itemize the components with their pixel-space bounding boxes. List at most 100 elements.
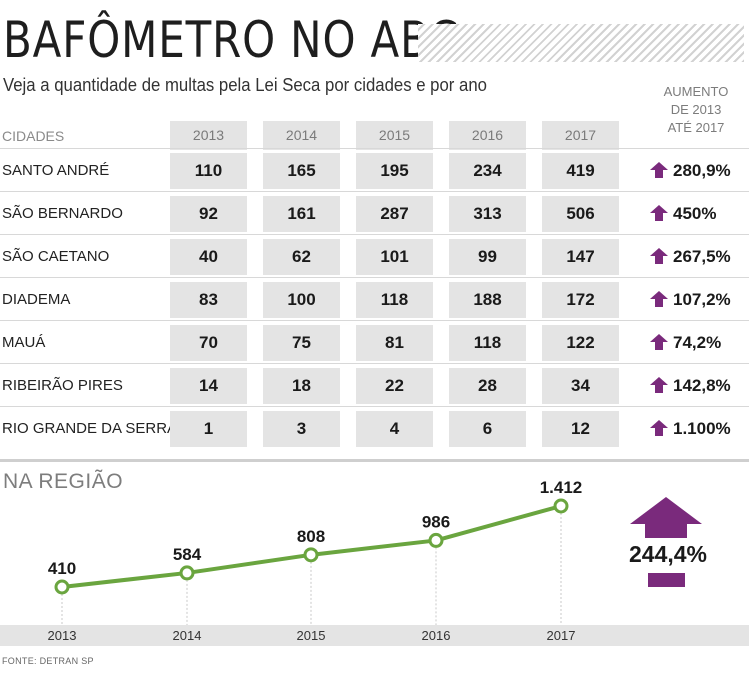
data-label: 584 <box>173 545 202 564</box>
increase-label: 450% <box>673 204 717 223</box>
table-cell-2016: 99 <box>449 239 526 275</box>
table-cell-2015: 118 <box>356 282 433 318</box>
section-divider <box>0 459 749 462</box>
table-cell-2013: 92 <box>170 196 247 232</box>
increase-value: 267,5% <box>650 239 731 275</box>
increase-value: 450% <box>650 196 716 232</box>
x-axis-band <box>0 625 749 646</box>
arrow-up-icon <box>650 291 668 307</box>
year-header-2014: 2014 <box>263 121 340 150</box>
table-row: RIO GRANDE DA SERRA 1 3 4 6 12 1.100% <box>0 406 749 447</box>
increase-label: 1.100% <box>673 419 731 438</box>
table-header-row: CIDADES 2013 2014 2015 2016 2017 <box>0 121 749 150</box>
increase-label: 74,2% <box>673 333 722 352</box>
region-section-title: NA REGIÃO <box>3 470 124 493</box>
city-name: SANTO ANDRÉ <box>2 162 110 179</box>
table-cell-2015: 81 <box>356 325 433 361</box>
data-point <box>553 498 569 514</box>
data-label: 1.412 <box>540 478 583 497</box>
city-name: SÃO BERNARDO <box>2 205 123 222</box>
table-cell-2017: 12 <box>542 411 619 447</box>
table-cell-2017: 506 <box>542 196 619 232</box>
table-row: DIADEMA 83 100 118 188 172 107,2% <box>0 277 749 318</box>
row-separator <box>0 277 749 278</box>
source-note: FONTE: DETRAN SP <box>2 656 94 666</box>
city-name: DIADEMA <box>2 291 71 308</box>
city-name: RIBEIRÃO PIRES <box>2 377 123 394</box>
table-cell-2017: 122 <box>542 325 619 361</box>
increase-value: 74,2% <box>650 325 721 361</box>
x-tick-label: 2016 <box>422 628 451 643</box>
x-tick-label: 2015 <box>297 628 326 643</box>
table-cell-2013: 1 <box>170 411 247 447</box>
table-cell-2015: 287 <box>356 196 433 232</box>
table-row: RIBEIRÃO PIRES 14 18 22 28 34 142,8% <box>0 363 749 404</box>
table-cell-2014: 100 <box>263 282 340 318</box>
row-separator <box>0 363 749 364</box>
table-cell-2017: 172 <box>542 282 619 318</box>
table-cell-2016: 188 <box>449 282 526 318</box>
increase-label: 142,8% <box>673 376 731 395</box>
city-name: SÃO CAETANO <box>2 248 110 265</box>
table-cell-2014: 161 <box>263 196 340 232</box>
cities-column-header: CIDADES <box>2 128 65 144</box>
arrow-up-icon <box>650 205 668 221</box>
data-label: 986 <box>422 512 450 531</box>
table-row: MAUÁ 70 75 81 118 122 74,2% <box>0 320 749 361</box>
increase-label: 267,5% <box>673 247 731 266</box>
table-cell-2016: 118 <box>449 325 526 361</box>
row-separator <box>0 148 749 149</box>
increase-label: 280,9% <box>673 161 731 180</box>
data-label: 410 <box>48 559 76 578</box>
table-cell-2015: 101 <box>356 239 433 275</box>
city-name: RIO GRANDE DA SERRA <box>2 420 178 437</box>
table-row: SANTO ANDRÉ 110 165 195 234 419 280,9% <box>0 148 749 189</box>
table-cell-2014: 62 <box>263 239 340 275</box>
table-cell-2013: 14 <box>170 368 247 404</box>
table-cell-2017: 34 <box>542 368 619 404</box>
x-tick-label: 2017 <box>547 628 576 643</box>
table-cell-2013: 110 <box>170 153 247 189</box>
x-tick-label: 2014 <box>173 628 202 643</box>
table-cell-2016: 28 <box>449 368 526 404</box>
row-separator <box>0 320 749 321</box>
row-separator <box>0 191 749 192</box>
increase-value: 1.100% <box>650 411 731 447</box>
year-header-2017: 2017 <box>542 121 619 150</box>
arrow-up-icon <box>650 377 668 393</box>
table-cell-2016: 6 <box>449 411 526 447</box>
increase-header-line: ATÉ 2017 <box>667 120 725 135</box>
data-label: 808 <box>297 527 325 546</box>
page-subtitle: Veja a quantidade de multas pela Lei Sec… <box>3 75 487 95</box>
table-cell-2013: 40 <box>170 239 247 275</box>
table-cell-2015: 195 <box>356 153 433 189</box>
region-increase-value: 244,4% <box>629 541 707 567</box>
arrow-up-icon <box>650 248 668 264</box>
year-header-2013: 2013 <box>170 121 247 150</box>
city-name: MAUÁ <box>2 334 46 351</box>
table-cell-2016: 234 <box>449 153 526 189</box>
increase-value: 280,9% <box>650 153 731 189</box>
data-point <box>179 565 195 581</box>
row-separator <box>0 406 749 407</box>
data-point <box>54 579 70 595</box>
increase-column-header: AUMENTO DE 2013 ATÉ 2017 <box>646 83 746 137</box>
increase-value: 142,8% <box>650 368 731 404</box>
arrow-up-icon <box>650 162 668 178</box>
increase-header-line: DE 2013 <box>670 102 722 117</box>
table-cell-2015: 22 <box>356 368 433 404</box>
table-cell-2017: 147 <box>542 239 619 275</box>
table-cell-2013: 83 <box>170 282 247 318</box>
increase-value: 107,2% <box>650 282 731 318</box>
table-row: SÃO CAETANO 40 62 101 99 147 267,5% <box>0 234 749 275</box>
x-tick-label: 2013 <box>48 628 77 643</box>
arrow-up-icon <box>650 334 668 350</box>
page-title: BAFÔMETRO NO ABC <box>3 11 460 69</box>
year-header-2016: 2016 <box>449 121 526 150</box>
table-cell-2013: 70 <box>170 325 247 361</box>
increase-arrow-base <box>648 573 685 587</box>
table-cell-2014: 165 <box>263 153 340 189</box>
table-cell-2015: 4 <box>356 411 433 447</box>
region-line-chart: 410 2013 584 2014 808 2015 986 2016 1.412 2017 244… <box>0 478 749 646</box>
table-cell-2016: 313 <box>449 196 526 232</box>
